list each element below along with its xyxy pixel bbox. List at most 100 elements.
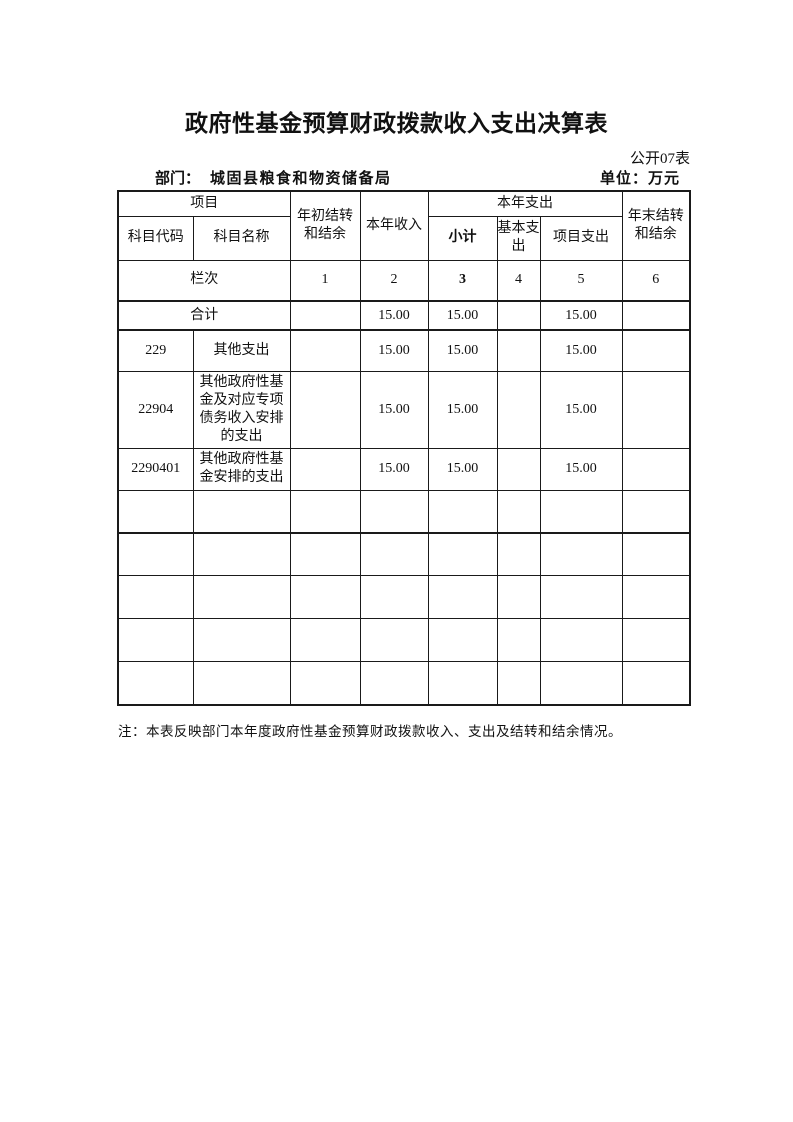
empty-cell: [621, 574, 691, 619]
empty-cell: [117, 532, 194, 576]
column-index-6: 6: [621, 259, 691, 302]
budget-table: 项目 年初结转和结余 本年收入 本年支出 年末结转和结余 科目代码 科目名称 小…: [117, 190, 691, 706]
cell-value: [289, 370, 361, 449]
cell-value: 15.00: [359, 447, 429, 491]
column-index-4: 4: [496, 259, 541, 302]
empty-cell: [359, 574, 429, 619]
empty-row: [117, 489, 691, 534]
empty-cell: [496, 532, 541, 576]
empty-cell: [427, 532, 498, 576]
total-row: 合计 15.00 15.00 15.00: [117, 300, 691, 331]
empty-row: [117, 532, 691, 576]
cell-value: [621, 447, 691, 491]
empty-cell: [427, 489, 498, 534]
unit-label: 单位：万元: [599, 171, 680, 187]
cell-name: 其他政府性基金及对应专项债务收入安排的支出: [192, 370, 291, 449]
empty-cell: [289, 489, 361, 534]
cell-value: 15.00: [539, 447, 623, 491]
total-label: 合计: [117, 300, 291, 331]
empty-cell: [621, 660, 691, 706]
column-index-1: 1: [289, 259, 361, 302]
header-project-expense: 项目支出: [539, 215, 623, 261]
page-title: 政府性基金预算财政拨款收入支出决算表: [185, 111, 608, 136]
empty-cell: [359, 660, 429, 706]
cell-value: [621, 300, 691, 331]
header-closing-balance: 年末结转和结余: [621, 190, 691, 261]
table-row: 22904 其他政府性基金及对应专项债务收入安排的支出 15.00 15.00 …: [117, 370, 691, 449]
header-current-year-expense: 本年支出: [427, 190, 623, 217]
header-name: 科目名称: [192, 215, 291, 261]
column-index-5: 5: [539, 259, 623, 302]
cell-code: 229: [117, 329, 194, 372]
cell-code: 22904: [117, 370, 194, 449]
cell-value: [289, 447, 361, 491]
empty-cell: [427, 574, 498, 619]
cell-value: 15.00: [427, 370, 498, 449]
empty-cell: [539, 660, 623, 706]
empty-cell: [359, 489, 429, 534]
table-row: 229 其他支出 15.00 15.00 15.00: [117, 329, 691, 372]
table-row: 2290401 其他政府性基金安排的支出 15.00 15.00 15.00: [117, 447, 691, 491]
column-index-label: 栏次: [117, 259, 291, 302]
empty-cell: [539, 532, 623, 576]
header-item-group: 项目: [117, 190, 291, 217]
department-label: 部门：: [155, 171, 201, 187]
empty-cell: [621, 532, 691, 576]
header-row-1: 项目 年初结转和结余 本年收入 本年支出 年末结转和结余: [117, 190, 691, 261]
cell-code: 2290401: [117, 447, 194, 491]
department-name: 城固县粮食和物资储备局: [210, 171, 392, 187]
cell-value: 15.00: [539, 329, 623, 372]
cell-value: [496, 370, 541, 449]
cell-value: 15.00: [427, 300, 498, 331]
empty-row: [117, 660, 691, 706]
cell-value: [621, 329, 691, 372]
cell-value: 15.00: [359, 370, 429, 449]
form-number-label: 公开07表: [629, 151, 690, 167]
cell-value: [496, 447, 541, 491]
cell-value: 15.00: [427, 329, 498, 372]
column-index-3: 3: [427, 259, 498, 302]
empty-cell: [289, 574, 361, 619]
empty-row: [117, 574, 691, 619]
empty-cell: [621, 617, 691, 662]
empty-cell: [289, 660, 361, 706]
empty-cell: [496, 660, 541, 706]
empty-cell: [496, 574, 541, 619]
header-row-2: 科目代码 科目名称 小计 基本支出 项目支出: [117, 215, 690, 261]
header-opening-balance: 年初结转和结余: [289, 190, 361, 261]
header-current-year-income: 本年收入: [359, 190, 429, 261]
cell-name: 其他政府性基金安排的支出: [192, 447, 291, 491]
column-index-row: 栏次 1 2 3 4 5 6: [117, 259, 691, 302]
empty-cell: [359, 617, 429, 662]
empty-cell: [117, 660, 194, 706]
empty-row: [117, 617, 691, 662]
footnote: 注：本表反映部门本年度政府性基金预算财政拨款收入、支出及结转和结余情况。: [118, 724, 622, 739]
empty-cell: [427, 617, 498, 662]
empty-cell: [192, 489, 291, 534]
header-basic-expense: 基本支出: [496, 215, 541, 261]
cell-value: [621, 370, 691, 449]
cell-value: [289, 329, 361, 372]
empty-cell: [359, 532, 429, 576]
cell-value: 15.00: [359, 329, 429, 372]
column-index-2: 2: [359, 259, 429, 302]
cell-name: 其他支出: [192, 329, 291, 372]
empty-cell: [289, 532, 361, 576]
empty-cell: [496, 489, 541, 534]
header-code: 科目代码: [117, 215, 194, 261]
empty-cell: [621, 489, 691, 534]
cell-value: 15.00: [539, 300, 623, 331]
empty-cell: [539, 574, 623, 619]
empty-cell: [539, 617, 623, 662]
cell-value: [289, 300, 361, 331]
empty-cell: [117, 617, 194, 662]
empty-cell: [427, 660, 498, 706]
empty-cell: [539, 489, 623, 534]
cell-value: [496, 329, 541, 372]
empty-cell: [192, 660, 291, 706]
cell-value: 15.00: [359, 300, 429, 331]
empty-cell: [289, 617, 361, 662]
empty-cell: [496, 617, 541, 662]
empty-cell: [192, 532, 291, 576]
department-line: 部门： 城固县粮食和物资储备局: [155, 167, 392, 188]
